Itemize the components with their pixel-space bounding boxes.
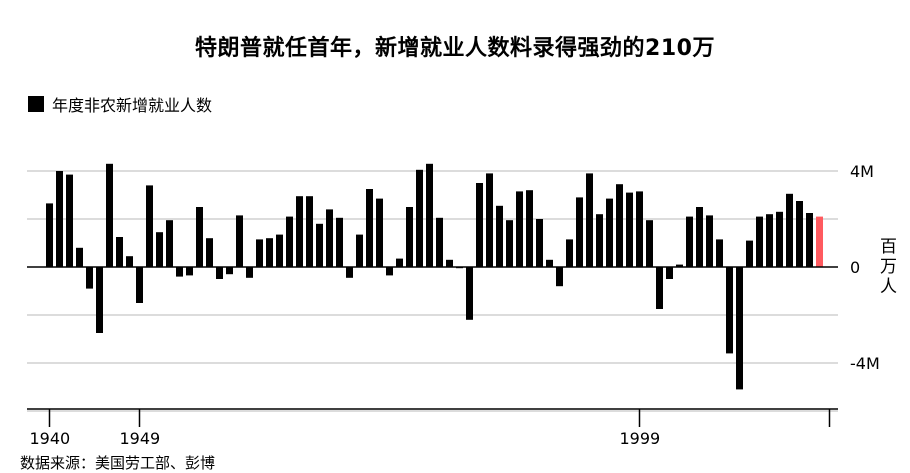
bar — [256, 239, 263, 267]
bar — [796, 201, 803, 267]
bar — [666, 267, 673, 279]
bar — [716, 239, 723, 267]
bar — [776, 211, 783, 267]
bar — [576, 197, 583, 267]
bar — [306, 196, 313, 267]
bar — [266, 238, 273, 267]
bar — [446, 259, 453, 267]
bar — [216, 267, 223, 279]
bar — [686, 216, 693, 267]
bar — [116, 237, 123, 267]
bar — [736, 267, 743, 390]
bar — [466, 267, 473, 320]
bar — [626, 192, 633, 267]
bar — [386, 267, 393, 276]
bar — [356, 234, 363, 267]
bar — [186, 267, 193, 276]
y-axis-unit: 人 — [880, 277, 897, 297]
bar — [176, 267, 183, 277]
bar — [166, 220, 173, 267]
bar — [636, 191, 643, 267]
bar — [436, 217, 443, 267]
bar — [486, 173, 493, 267]
bar — [336, 217, 343, 267]
bar-highlight — [816, 216, 823, 267]
x-tick-label: 1949 — [120, 429, 161, 448]
legend: 年度非农新增就业人数 — [28, 92, 212, 116]
bar — [56, 171, 63, 267]
legend-swatch — [28, 96, 44, 112]
x-tick-label: 1999 — [620, 429, 661, 448]
legend-label: 年度非农新增就业人数 — [52, 96, 213, 115]
bar — [146, 185, 153, 267]
bar — [326, 209, 333, 267]
y-axis-unit: 万 — [880, 257, 897, 277]
y-tick-label: -4M — [850, 354, 880, 373]
chart-title: 特朗普就任首年，新增就业人数料录得强劲的210万 — [195, 36, 715, 61]
bar — [616, 184, 623, 267]
bar — [366, 189, 373, 267]
y-tick-label: 0 — [850, 258, 860, 277]
bar — [506, 220, 513, 267]
bar — [676, 264, 683, 267]
bar — [226, 267, 233, 275]
bar — [236, 215, 243, 267]
bar — [546, 259, 553, 267]
bar — [756, 216, 763, 267]
bar — [586, 173, 593, 267]
bar — [86, 267, 93, 289]
bar — [66, 174, 73, 267]
bar — [566, 239, 573, 267]
bar — [526, 190, 533, 267]
bar — [516, 191, 523, 267]
bar — [406, 207, 413, 267]
bar — [786, 193, 793, 267]
bar — [646, 220, 653, 267]
bar — [396, 258, 403, 267]
bar — [316, 223, 323, 267]
bar — [476, 183, 483, 267]
bar — [46, 203, 53, 267]
bar — [106, 163, 113, 267]
bar — [376, 198, 383, 267]
bar — [416, 169, 423, 267]
bar — [346, 267, 353, 278]
source-note: 数据来源：美国劳工部、彭博 — [20, 454, 216, 472]
bar — [596, 214, 603, 267]
bar — [156, 232, 163, 267]
bar — [296, 196, 303, 267]
bar — [426, 163, 433, 267]
bar — [126, 256, 133, 267]
x-tick-label: 1940 — [30, 429, 71, 448]
bar — [246, 267, 253, 278]
bar — [536, 219, 543, 267]
y-tick-label: 4M — [850, 162, 874, 181]
bar — [706, 215, 713, 267]
bar — [136, 267, 143, 303]
bar — [206, 238, 213, 267]
y-axis-unit: 百 — [880, 237, 897, 257]
bar — [606, 198, 613, 267]
bar — [286, 216, 293, 267]
bar — [276, 234, 283, 267]
bar — [806, 213, 813, 267]
bar — [726, 267, 733, 354]
bar — [766, 214, 773, 267]
bar — [556, 267, 563, 287]
bar — [746, 240, 753, 267]
bar — [96, 267, 103, 333]
bar — [696, 207, 703, 267]
bar — [196, 207, 203, 267]
bar — [76, 247, 83, 267]
bar — [496, 205, 503, 267]
bar — [656, 267, 663, 309]
